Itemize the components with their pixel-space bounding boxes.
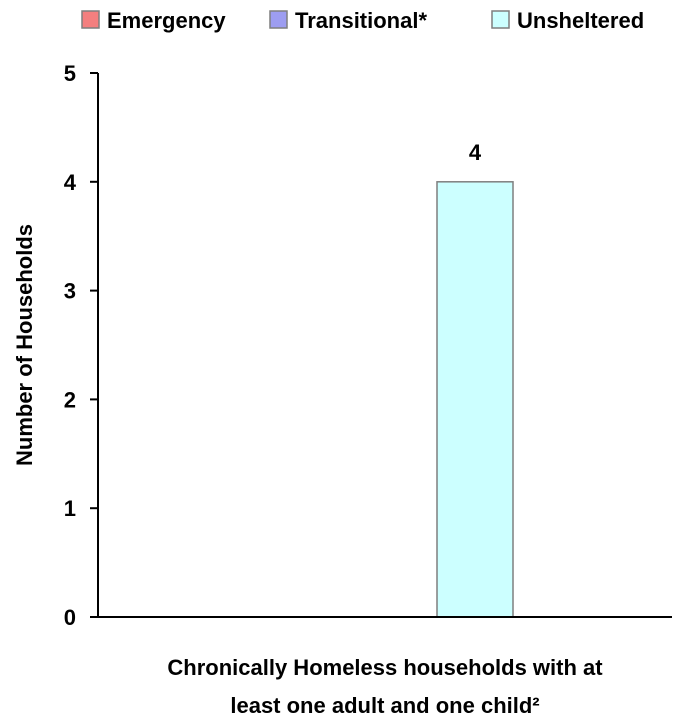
legend-label: Transitional* xyxy=(295,8,427,33)
legend-label: Emergency xyxy=(107,8,226,33)
bars xyxy=(436,181,514,618)
bar-unsheltered xyxy=(436,181,514,618)
y-tick-label: 3 xyxy=(64,279,76,304)
x-axis: Chronically Homeless households with at l… xyxy=(98,616,672,718)
data-labels: 4 xyxy=(469,140,482,165)
data-label: 4 xyxy=(469,140,482,165)
y-tick-label: 1 xyxy=(64,496,76,521)
y-axis-title: Number of Households xyxy=(12,224,37,466)
y-tick-label: 0 xyxy=(64,605,76,630)
y-tick-label: 2 xyxy=(64,387,76,412)
legend-item: Transitional* xyxy=(269,8,427,33)
legend-swatch xyxy=(81,10,100,29)
legend-item: Emergency xyxy=(81,8,226,33)
y-tick-label: 5 xyxy=(64,61,76,86)
legend: Emergency Transitional* Unsheltered xyxy=(81,8,644,33)
legend-swatch xyxy=(491,10,510,29)
legend-label: Unsheltered xyxy=(517,8,644,33)
x-category-label-line: least one adult and one child² xyxy=(230,693,539,718)
legend-item: Unsheltered xyxy=(491,8,644,33)
y-tick-label: 4 xyxy=(64,170,77,195)
y-axis: 0 1 2 3 4 5 xyxy=(64,61,99,630)
x-category-label-line: Chronically Homeless households with at xyxy=(167,655,603,680)
legend-swatch xyxy=(269,10,288,29)
